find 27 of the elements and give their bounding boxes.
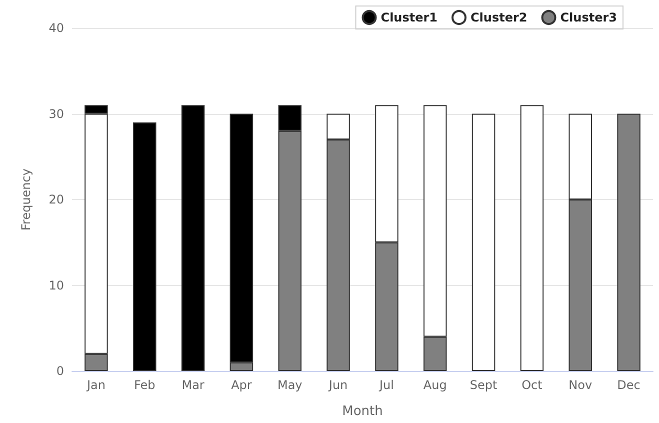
bar — [520, 105, 544, 371]
y-tick-label: 30 — [48, 106, 64, 121]
y-tick-label: 10 — [48, 278, 64, 292]
x-tick-label: Feb — [134, 378, 156, 392]
y-tick-label: 0 — [56, 364, 64, 378]
bar — [617, 114, 640, 371]
legend-label: Cluster1 — [380, 10, 438, 24]
x-tick-label: May — [277, 378, 302, 392]
legend-label: Cluster2 — [470, 10, 528, 24]
x-tick-label: Dec — [617, 378, 640, 392]
x-tick-label: Jan — [86, 378, 106, 392]
x-tick-label: Oct — [522, 378, 543, 392]
y-tick-label: 20 — [48, 192, 64, 206]
x-tick-label: Aug — [423, 378, 447, 392]
y-axis-title: Frequency — [19, 168, 33, 230]
x-tick-label: Apr — [231, 378, 252, 392]
x-axis-title: Month — [342, 404, 383, 419]
bar — [472, 114, 496, 371]
x-tick-label: Sept — [470, 378, 498, 392]
bar — [181, 105, 205, 371]
x-tick-label: Nov — [568, 378, 592, 392]
legend-label: Cluster3 — [560, 10, 617, 24]
x-tick-label: Jun — [328, 378, 348, 392]
y-tick-label: 40 — [48, 21, 64, 35]
bar — [133, 122, 156, 371]
x-tick-label: Mar — [182, 378, 204, 392]
x-tick-label: Jul — [378, 378, 394, 392]
